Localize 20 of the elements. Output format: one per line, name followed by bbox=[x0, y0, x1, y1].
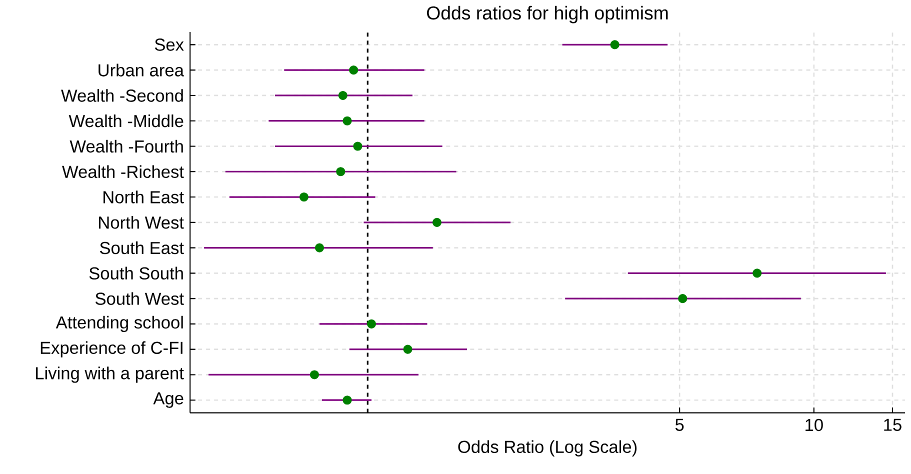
y-tick-label: Age bbox=[153, 392, 184, 408]
y-tick-label: Wealth -Second bbox=[61, 89, 183, 102]
y-tick-label: South East bbox=[100, 241, 184, 254]
y-tick-label: Wealth -Richest bbox=[62, 165, 184, 178]
y-tick-label: Experience of C-FI bbox=[40, 341, 182, 358]
y-tick-label: South West bbox=[96, 292, 184, 305]
y-tick-label: North West bbox=[99, 216, 184, 229]
y-tick-label: Urban area bbox=[98, 64, 184, 76]
x-tick-label: 15 bbox=[884, 418, 902, 431]
y-tick-label: Living with a parent bbox=[36, 366, 184, 383]
x-axis-title: Odds Ratio (Log Scale) bbox=[458, 440, 637, 456]
y-tick-label: Sex bbox=[154, 38, 184, 51]
y-tick-label: North East bbox=[104, 190, 184, 204]
y-tick-label: Wealth -Middle bbox=[68, 114, 184, 128]
y-tick-label: Wealth -Fourth bbox=[70, 140, 183, 153]
x-tick-label: 5 bbox=[675, 418, 684, 431]
y-tick-label: Attending school bbox=[56, 316, 183, 332]
chart-title: Odds ratios for high optimism bbox=[426, 6, 668, 24]
x-tick-label: 10 bbox=[806, 418, 823, 432]
y-tick-label: South South bbox=[89, 266, 183, 280]
